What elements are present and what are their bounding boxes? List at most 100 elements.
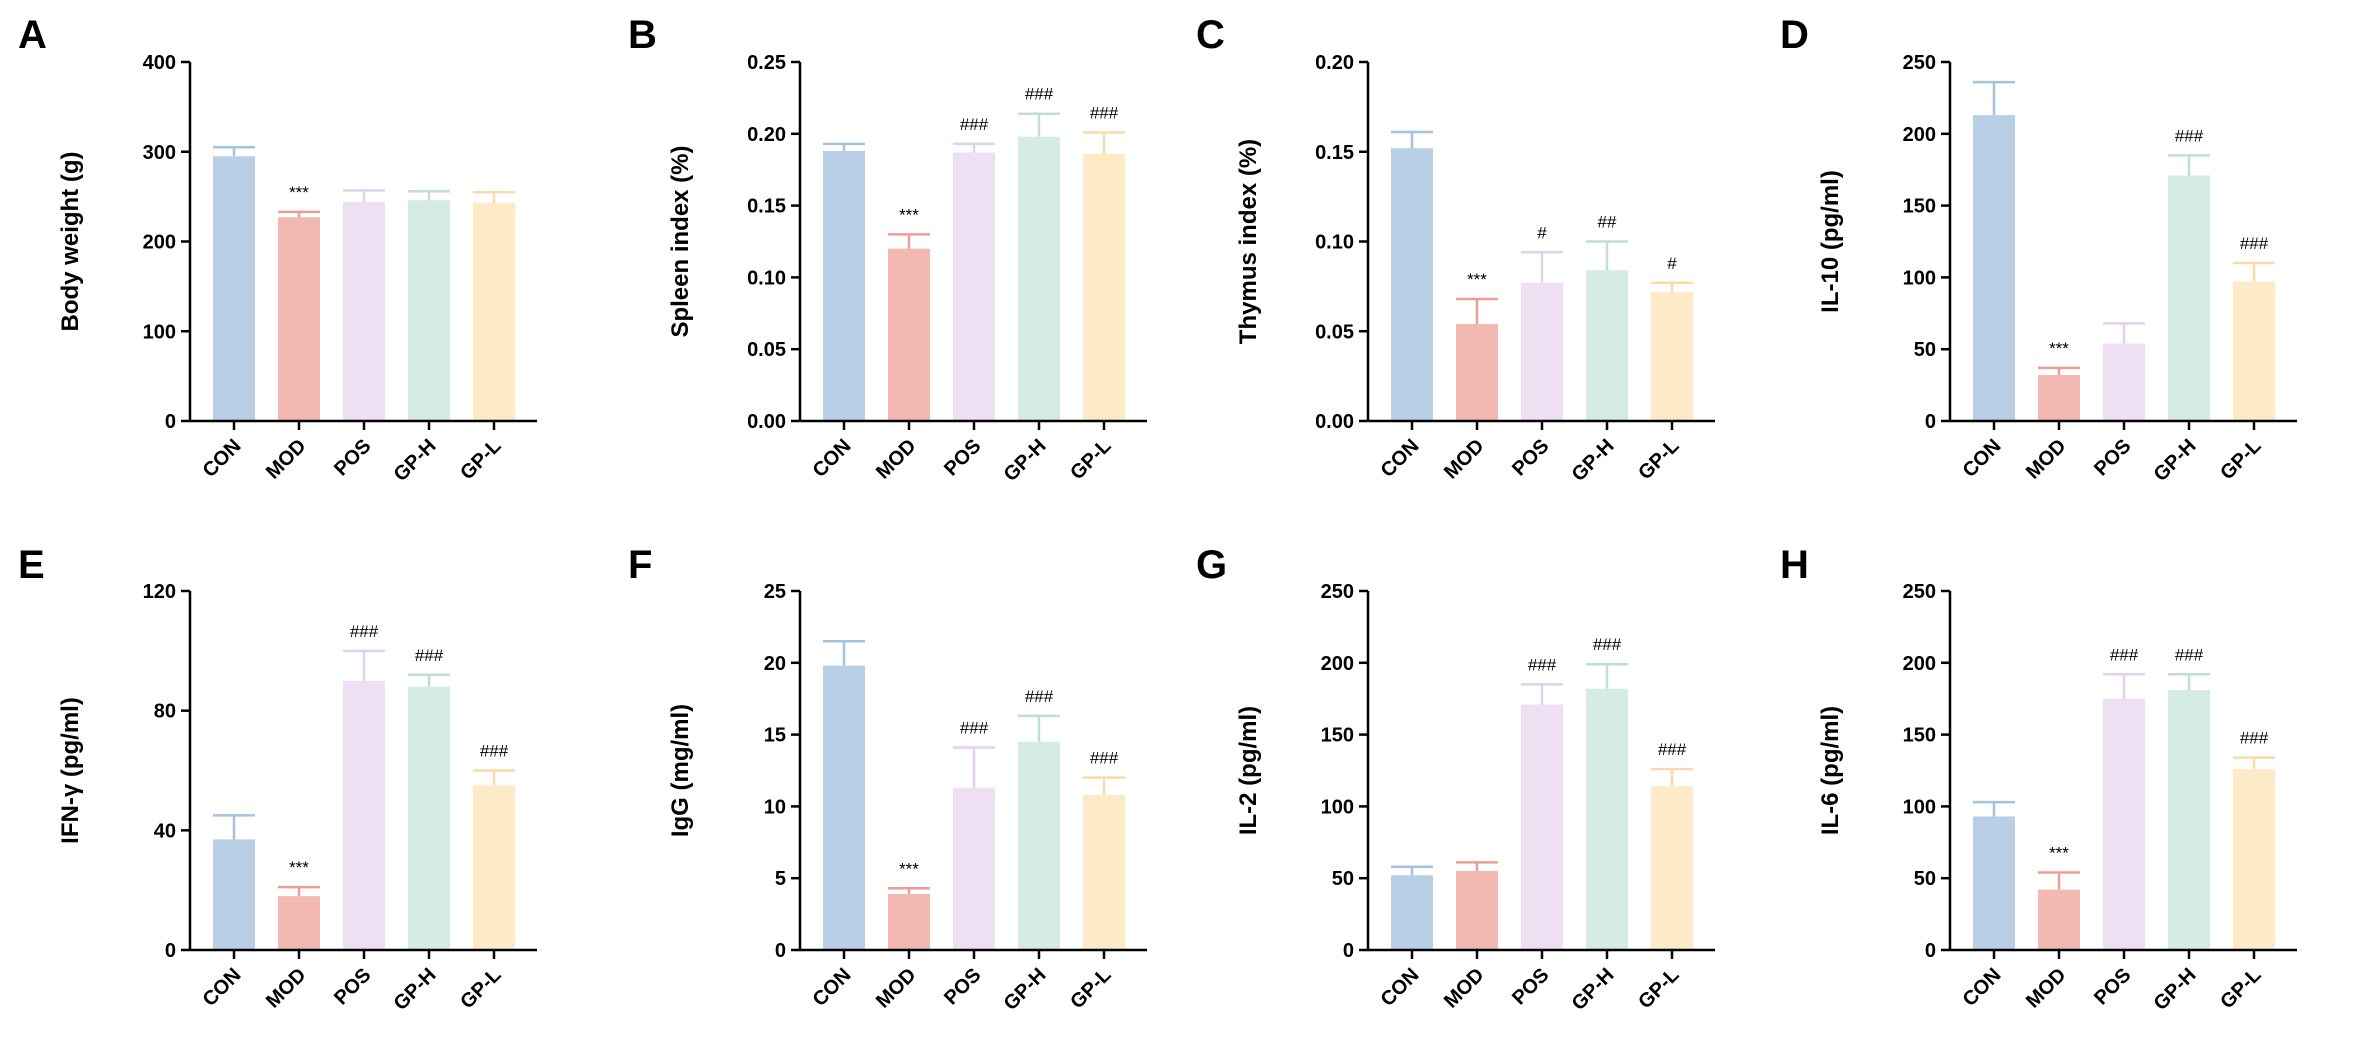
x-tick-label: POS	[1508, 964, 1553, 1009]
x-tick-label: GP-L	[1066, 435, 1115, 484]
y-tick-label: 150	[1903, 196, 1936, 218]
y-tick-label: 200	[1903, 653, 1936, 675]
y-axis-label: Spleen index (%)	[667, 145, 694, 337]
y-tick-label: 50	[1914, 868, 1936, 890]
bar-POS	[2103, 343, 2145, 421]
bar-GP-L	[2233, 281, 2275, 421]
significance-mark: ###	[480, 742, 509, 761]
bar-GP-L	[473, 785, 515, 950]
panel-D: D CON *** MOD POS ### GP-H ### GP-L 0 50 100 150 200 2…	[1780, 13, 2297, 486]
bar-MOD	[1456, 324, 1498, 421]
x-tick-label: MOD	[262, 435, 311, 484]
bar-GP-L	[1083, 794, 1125, 950]
significance-mark: ###	[1025, 85, 1054, 104]
x-tick-label: CON	[1377, 964, 1424, 1011]
panel-F: F CON *** MOD ### POS ### GP-H ### GP-L 0 5 10 15 20 25…	[628, 543, 1147, 1015]
x-tick-label: POS	[1508, 435, 1553, 480]
y-axis-label: IL-10 (pg/ml)	[1817, 170, 1844, 313]
panel-letter: F	[628, 543, 652, 587]
significance-mark: ***	[899, 859, 919, 878]
significance-mark: ###	[960, 719, 989, 738]
significance-mark: ***	[1467, 270, 1487, 289]
y-tick-label: 5	[775, 868, 786, 890]
y-tick-label: 0.15	[1315, 142, 1354, 164]
bar-MOD	[888, 893, 930, 950]
bar-GP-L	[473, 202, 515, 421]
y-tick-label: 0.25	[747, 52, 786, 74]
significance-mark: ##	[1598, 213, 1617, 232]
bar-GP-L	[1651, 786, 1693, 950]
y-tick-label: 40	[154, 820, 176, 842]
bar-GP-H	[408, 686, 450, 950]
bar-POS	[1521, 282, 1563, 421]
panel-A: A CON *** MOD POS GP-H GP-L 0 100 200 300 400 Body w…	[18, 13, 537, 486]
y-tick-label: 0	[165, 411, 176, 433]
y-tick-label: 10	[764, 796, 786, 818]
bar-GP-H	[1018, 136, 1060, 421]
panel-letter: B	[628, 13, 657, 57]
significance-mark: ***	[289, 183, 309, 202]
y-tick-label: 100	[1321, 796, 1354, 818]
y-tick-label: 0.10	[747, 267, 786, 289]
x-tick-label: MOD	[2022, 964, 2071, 1013]
bar-CON	[823, 665, 865, 950]
x-tick-label: GP-H	[1568, 964, 1619, 1015]
x-tick-label: POS	[940, 964, 985, 1009]
x-tick-label: GP-L	[2216, 435, 2265, 484]
bar-CON	[823, 151, 865, 422]
x-tick-label: GP-H	[1000, 964, 1051, 1015]
y-axis-label: IFN-γ (pg/ml)	[57, 697, 84, 844]
y-tick-label: 200	[1903, 124, 1936, 146]
bar-POS	[953, 152, 995, 421]
y-tick-label: 0.05	[747, 339, 786, 361]
y-tick-label: 200	[1321, 653, 1354, 675]
x-tick-label: GP-L	[456, 964, 505, 1013]
panel-B: B CON *** MOD ### POS ### GP-H ### GP-L 0.00 0.05 0.…	[628, 13, 1147, 486]
x-tick-label: CON	[809, 435, 856, 482]
panel-letter: H	[1780, 543, 1809, 587]
bar-CON	[1391, 148, 1433, 421]
x-tick-label: CON	[1959, 435, 2006, 482]
x-tick-label: GP-L	[456, 435, 505, 484]
bar-POS	[1521, 704, 1563, 950]
significance-mark: ###	[960, 115, 989, 134]
y-axis-label: IgG (mg/ml)	[667, 704, 694, 837]
significance-mark: ###	[350, 622, 379, 641]
y-tick-label: 120	[143, 581, 176, 603]
x-tick-label: MOD	[262, 964, 311, 1013]
x-tick-label: POS	[330, 964, 375, 1009]
x-tick-label: MOD	[2022, 435, 2071, 484]
x-tick-label: POS	[2090, 435, 2135, 480]
significance-mark: ###	[415, 646, 444, 665]
significance-mark: ***	[289, 858, 309, 877]
bar-GP-H	[408, 200, 450, 421]
significance-mark: ###	[2240, 234, 2269, 253]
bar-MOD	[2038, 889, 2080, 950]
y-tick-label: 0.10	[1315, 232, 1354, 254]
significance-mark: ###	[1658, 740, 1687, 759]
bar-GP-H	[2168, 175, 2210, 421]
x-tick-label: GP-L	[1634, 435, 1683, 484]
panel-C: C CON *** MOD # POS ## GP-H # GP-L 0.00 0.05 0.10 0.1…	[1196, 13, 1715, 486]
x-tick-label: GP-H	[390, 435, 441, 486]
bar-POS	[343, 680, 385, 950]
x-tick-label: POS	[940, 435, 985, 480]
panel-H: H CON *** MOD ### POS ### GP-H ### GP-L 0 50 100 150 2…	[1780, 543, 2297, 1015]
x-tick-label: GP-H	[2150, 964, 2201, 1015]
y-tick-label: 20	[764, 653, 786, 675]
y-tick-label: 0	[165, 940, 176, 962]
bar-GP-H	[2168, 690, 2210, 950]
panel-E: E CON *** MOD ### POS ### GP-H ### GP-L 0 40 80 120 IF…	[18, 543, 537, 1015]
bar-GP-L	[1083, 153, 1125, 422]
significance-mark: ***	[2049, 843, 2069, 862]
y-tick-label: 100	[1903, 796, 1936, 818]
y-tick-label: 0	[1925, 940, 1936, 962]
panel-letter: A	[18, 13, 47, 57]
bar-MOD	[278, 217, 320, 421]
x-tick-label: MOD	[872, 964, 921, 1013]
significance-mark: ###	[1025, 687, 1054, 706]
bar-GP-L	[1651, 291, 1693, 421]
y-tick-label: 150	[1321, 725, 1354, 747]
significance-mark: ***	[899, 205, 919, 224]
y-tick-label: 0.20	[1315, 52, 1354, 74]
